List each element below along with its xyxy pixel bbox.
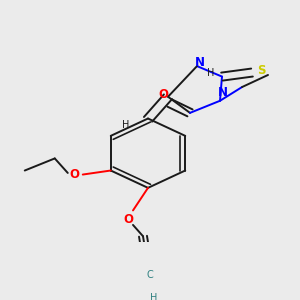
Text: O: O	[70, 168, 80, 181]
Text: C: C	[147, 270, 153, 280]
Text: O: O	[123, 213, 133, 226]
Text: O: O	[158, 88, 168, 101]
Text: S: S	[257, 64, 265, 76]
Text: N: N	[218, 86, 228, 99]
Text: H: H	[150, 292, 158, 300]
Text: H: H	[122, 120, 130, 130]
Text: H: H	[207, 68, 215, 78]
Text: N: N	[195, 56, 205, 69]
